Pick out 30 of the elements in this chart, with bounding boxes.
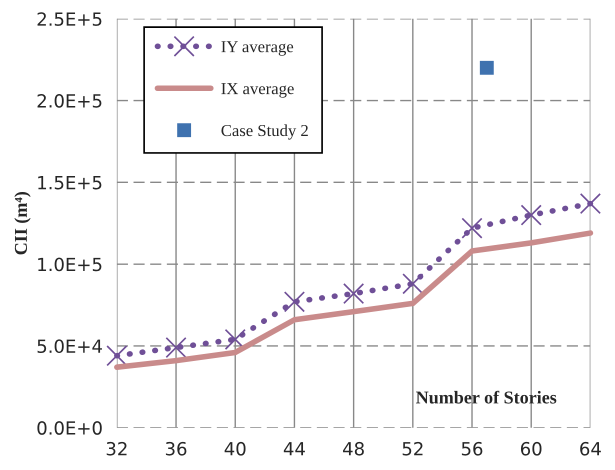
x-tick-label: 60 (520, 442, 542, 456)
legend-label: IY average (221, 41, 294, 56)
y-tick-label: 5.0E+4 (38, 339, 102, 354)
point (461, 218, 483, 239)
x-tick-label: 36 (166, 442, 186, 456)
y-tick-label: 0.0E+0 (37, 421, 102, 435)
x-tick-label: 48 (343, 442, 364, 456)
x-tick-label: 44 (284, 442, 305, 456)
y-axis-title: CII (m⁴) (14, 192, 31, 254)
point (165, 337, 187, 358)
y-tick-label: 2.5E+5 (38, 12, 102, 26)
x-tick-label: 64 (580, 442, 601, 456)
point (106, 345, 128, 366)
x-tick-label: 52 (402, 442, 422, 456)
x-tick-label: 40 (224, 442, 246, 456)
y-tick-label: 1.0E+5 (38, 258, 102, 272)
x-axis-title: Number of Stories (416, 390, 556, 404)
point (224, 328, 246, 350)
point (343, 283, 364, 304)
point (580, 193, 601, 214)
point (402, 273, 424, 294)
x-tick-label: 32 (106, 442, 127, 456)
legend-label: IX average (221, 83, 294, 98)
point (520, 204, 542, 226)
x-tick-label: 56 (462, 442, 482, 456)
point (284, 291, 305, 312)
y-tick-label: 1.5E+5 (38, 176, 102, 190)
y-tick-label: 2.0E+5 (38, 94, 102, 108)
point (480, 60, 494, 75)
legend-label: Case Study 2 (221, 124, 308, 140)
